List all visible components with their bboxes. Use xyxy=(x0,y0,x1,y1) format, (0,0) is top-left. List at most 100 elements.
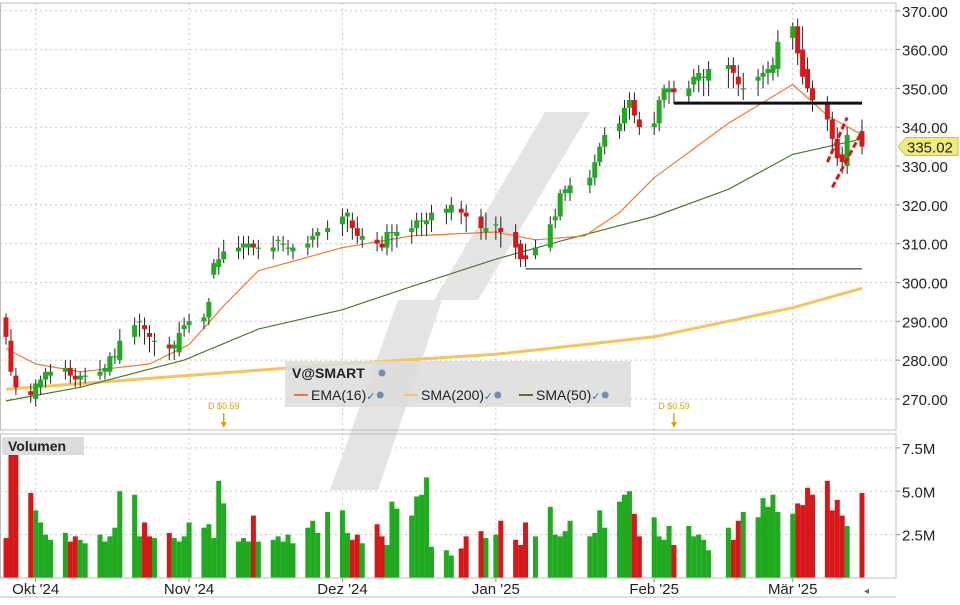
candle-body xyxy=(443,208,449,213)
candle-body xyxy=(810,88,816,101)
volume-bar xyxy=(557,536,563,578)
candle-body xyxy=(8,340,14,372)
candle-body xyxy=(587,177,593,186)
dividend-label: D $0.59 xyxy=(658,401,690,411)
volume-bar xyxy=(523,522,529,578)
volume-tick-label: 5.0M xyxy=(902,484,935,501)
volume-bar xyxy=(409,515,415,578)
volume-bar xyxy=(102,541,108,578)
candle-body xyxy=(137,321,143,323)
volume-bar xyxy=(43,534,49,578)
grid xyxy=(0,3,896,578)
legend-series-label: SMA(50) xyxy=(536,387,591,403)
volume-bar xyxy=(701,539,707,578)
wedge-trendline xyxy=(830,130,864,189)
volume-bar xyxy=(236,541,242,578)
candle-body xyxy=(211,263,217,275)
volume-bar xyxy=(151,538,157,578)
volume-bar xyxy=(206,524,212,578)
candle-body xyxy=(359,235,365,240)
candle-body xyxy=(384,232,390,248)
volume-bar xyxy=(72,536,78,578)
volume-bar xyxy=(270,539,276,578)
candle-body xyxy=(617,123,623,132)
candle-body xyxy=(834,138,840,159)
price-tick-label: 300.00 xyxy=(902,275,948,292)
volume-bar xyxy=(146,536,152,578)
candle-body xyxy=(478,216,484,229)
volume-title-box xyxy=(2,437,84,455)
volume-bar xyxy=(666,525,672,578)
candle-body xyxy=(661,88,667,101)
volume-bar xyxy=(280,541,286,578)
candle-body xyxy=(310,235,316,240)
candle-body xyxy=(216,259,222,267)
volume-bar xyxy=(730,539,736,578)
volume-bar xyxy=(419,494,425,578)
price-tick-label: 290.00 xyxy=(902,314,948,331)
candle-body xyxy=(725,65,731,69)
x-tick-label: Mär '25 xyxy=(768,581,818,598)
volume-bar xyxy=(13,447,19,578)
volume-bar xyxy=(389,501,395,578)
volume-bar xyxy=(448,555,454,578)
volume-bar xyxy=(696,534,702,578)
volume-bar xyxy=(97,534,103,578)
candle-body xyxy=(354,228,360,236)
volume-bar xyxy=(859,492,865,578)
volume-bar xyxy=(740,512,746,578)
candle-body xyxy=(171,344,177,349)
candle-body xyxy=(597,146,603,163)
volume-bar xyxy=(478,531,484,578)
candle-body xyxy=(344,212,350,217)
volume-bar xyxy=(82,543,88,578)
volume-bar xyxy=(770,494,776,578)
candle-body xyxy=(844,134,850,167)
candle-body xyxy=(409,228,415,233)
settings-icon xyxy=(376,391,384,399)
candle-body xyxy=(518,243,524,260)
volume-bar xyxy=(255,541,261,578)
volume-bar xyxy=(344,532,350,578)
candle-body xyxy=(270,247,276,252)
price-tick-label: 280.00 xyxy=(902,353,948,370)
x-tick-label: Dez '24 xyxy=(317,581,367,598)
volume-bar xyxy=(795,503,801,578)
candle-body xyxy=(631,100,637,116)
candle-body xyxy=(735,76,741,85)
volume-bar xyxy=(112,527,118,578)
candle-body xyxy=(221,251,227,260)
volume-bar xyxy=(211,538,217,578)
candle-body xyxy=(97,371,103,376)
candle-body xyxy=(28,391,34,396)
volume-bar xyxy=(661,539,667,578)
candle-body xyxy=(532,247,538,256)
candle-body xyxy=(458,208,464,213)
volume-bar xyxy=(285,534,291,578)
volume-bar xyxy=(839,515,845,578)
price-tick-label: 340.00 xyxy=(902,120,948,137)
candle-body xyxy=(424,220,430,225)
volume-bar xyxy=(414,496,420,578)
volume-title: Volumen xyxy=(8,438,66,454)
volume-bar xyxy=(171,538,177,578)
dividend-arrow-icon xyxy=(670,422,677,428)
candle-body xyxy=(706,68,712,81)
candle-body xyxy=(829,119,835,139)
candle-body xyxy=(394,232,400,236)
volume-bar xyxy=(651,517,657,578)
volume-bar xyxy=(310,520,316,578)
candle-body xyxy=(245,243,251,248)
x-tick-label: Feb '25 xyxy=(629,581,679,598)
candle-body xyxy=(389,232,395,234)
volume-bar xyxy=(463,536,469,578)
candle-body xyxy=(206,301,212,318)
volume-bar xyxy=(241,538,247,578)
candle-body xyxy=(805,68,811,89)
volume-bar xyxy=(48,539,54,578)
wedge-trendline xyxy=(825,116,849,163)
volume-bar xyxy=(137,536,143,578)
